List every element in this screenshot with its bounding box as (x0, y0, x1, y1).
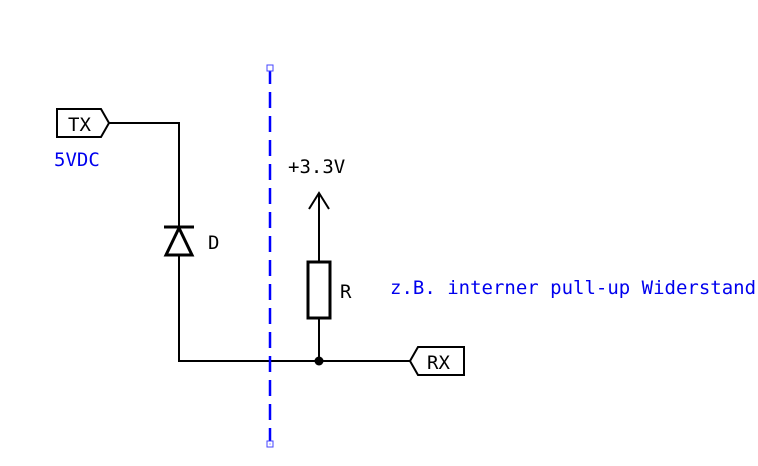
wire-tx-to-diode (109, 122, 180, 227)
junction-dot (314, 356, 324, 366)
supply-label: +3.3V (288, 156, 345, 178)
rx-label: RX (427, 352, 450, 374)
supply-arrow-icon (308, 191, 330, 262)
tx-voltage-note: 5VDC (54, 149, 100, 171)
isolation-separator-line (266, 64, 274, 448)
tx-label: TX (68, 114, 91, 136)
rx-port: RX (408, 346, 465, 376)
resistor-label: R (340, 281, 352, 303)
tx-port: TX (56, 108, 111, 138)
resistor-symbol (306, 260, 332, 320)
resistor-note: z.B. interner pull-up Widerstand (390, 277, 756, 299)
diode-symbol (163, 224, 195, 260)
diode-label: D (208, 232, 219, 254)
wire-diode-to-rx (178, 255, 410, 362)
